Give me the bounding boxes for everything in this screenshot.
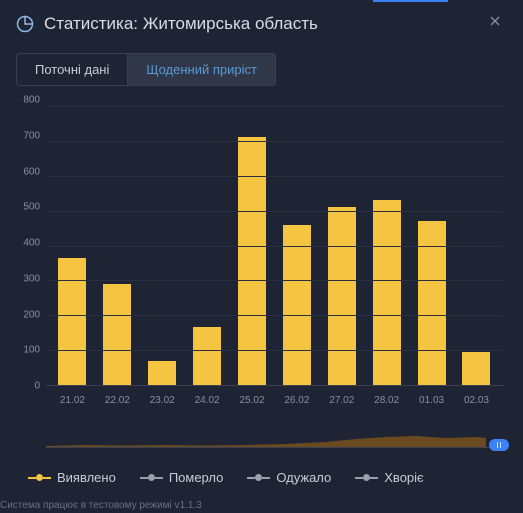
mini-area-chart	[46, 433, 486, 447]
legend-label: Хворіє	[384, 470, 423, 485]
legend-marker-icon	[355, 474, 378, 481]
legend-label: Одужало	[276, 470, 331, 485]
x-tick: 26.02	[283, 395, 311, 406]
y-tick: 300	[10, 273, 40, 284]
legend-item[interactable]: Виявлено	[28, 470, 116, 485]
grid-line	[46, 280, 503, 281]
tab-daily-growth[interactable]: Щоденний приріст	[127, 53, 276, 86]
grid-line	[46, 246, 503, 247]
top-accent	[373, 0, 448, 2]
close-icon[interactable]	[483, 12, 507, 35]
legend-marker-icon	[247, 474, 270, 481]
chart-bar[interactable]	[373, 200, 401, 385]
grid-line	[46, 315, 503, 316]
x-tick: 22.02	[103, 395, 131, 406]
y-tick: 0	[10, 381, 40, 392]
grid-line	[46, 106, 503, 107]
panel-header: Статистика: Житомирська область	[0, 0, 523, 45]
y-tick: 700	[10, 130, 40, 141]
chart-bar[interactable]	[58, 258, 86, 385]
chart-bar[interactable]	[148, 361, 176, 385]
panel-title: Статистика: Житомирська область	[44, 14, 483, 34]
grid-line	[46, 211, 503, 212]
tab-current-data[interactable]: Поточні дані	[16, 53, 127, 86]
x-tick: 24.02	[193, 395, 221, 406]
y-tick: 500	[10, 202, 40, 213]
chart-plot	[46, 106, 503, 386]
tab-group: Поточні дані Щоденний приріст	[0, 45, 523, 100]
legend-item[interactable]: Хворіє	[355, 470, 423, 485]
chart-legend: Виявлено Померло Одужало Хворіє	[0, 448, 523, 489]
x-tick: 23.02	[148, 395, 176, 406]
y-tick: 200	[10, 309, 40, 320]
stats-panel: Статистика: Житомирська область Поточні …	[0, 0, 523, 513]
footer-version: Система працює в тестовому режимі v1.1.3	[0, 500, 202, 511]
legend-item[interactable]: Померло	[140, 470, 224, 485]
y-tick: 100	[10, 345, 40, 356]
chart-bar[interactable]	[462, 352, 490, 385]
x-tick: 01.03	[418, 395, 446, 406]
x-tick: 02.03	[462, 395, 490, 406]
grid-line	[46, 141, 503, 142]
legend-marker-icon	[28, 474, 51, 481]
chart-bar[interactable]	[103, 284, 131, 385]
y-axis: 0100200300400500600700800	[10, 100, 40, 386]
x-tick: 27.02	[328, 395, 356, 406]
bar-chart: 0100200300400500600700800 21.0222.0223.0…	[0, 100, 523, 410]
legend-item[interactable]: Одужало	[247, 470, 331, 485]
y-tick: 600	[10, 166, 40, 177]
range-scrubber[interactable]	[46, 428, 503, 448]
legend-label: Померло	[169, 470, 224, 485]
x-axis: 21.02 22.02 23.02 24.02 25.02 26.02 27.02 28.02…	[46, 395, 503, 406]
x-tick: 28.02	[373, 395, 401, 406]
pie-chart-icon	[16, 15, 34, 33]
x-tick: 25.02	[238, 395, 266, 406]
chart-bar[interactable]	[238, 137, 266, 385]
y-tick: 400	[10, 238, 40, 249]
x-tick: 21.02	[58, 395, 86, 406]
chart-bar[interactable]	[328, 207, 356, 385]
chart-bar[interactable]	[283, 225, 311, 385]
grid-line	[46, 176, 503, 177]
grid-line	[46, 350, 503, 351]
scrubber-handle-icon[interactable]	[489, 439, 509, 451]
chart-bar[interactable]	[193, 327, 221, 385]
legend-marker-icon	[140, 474, 163, 481]
legend-label: Виявлено	[57, 470, 116, 485]
y-tick: 800	[10, 95, 40, 106]
